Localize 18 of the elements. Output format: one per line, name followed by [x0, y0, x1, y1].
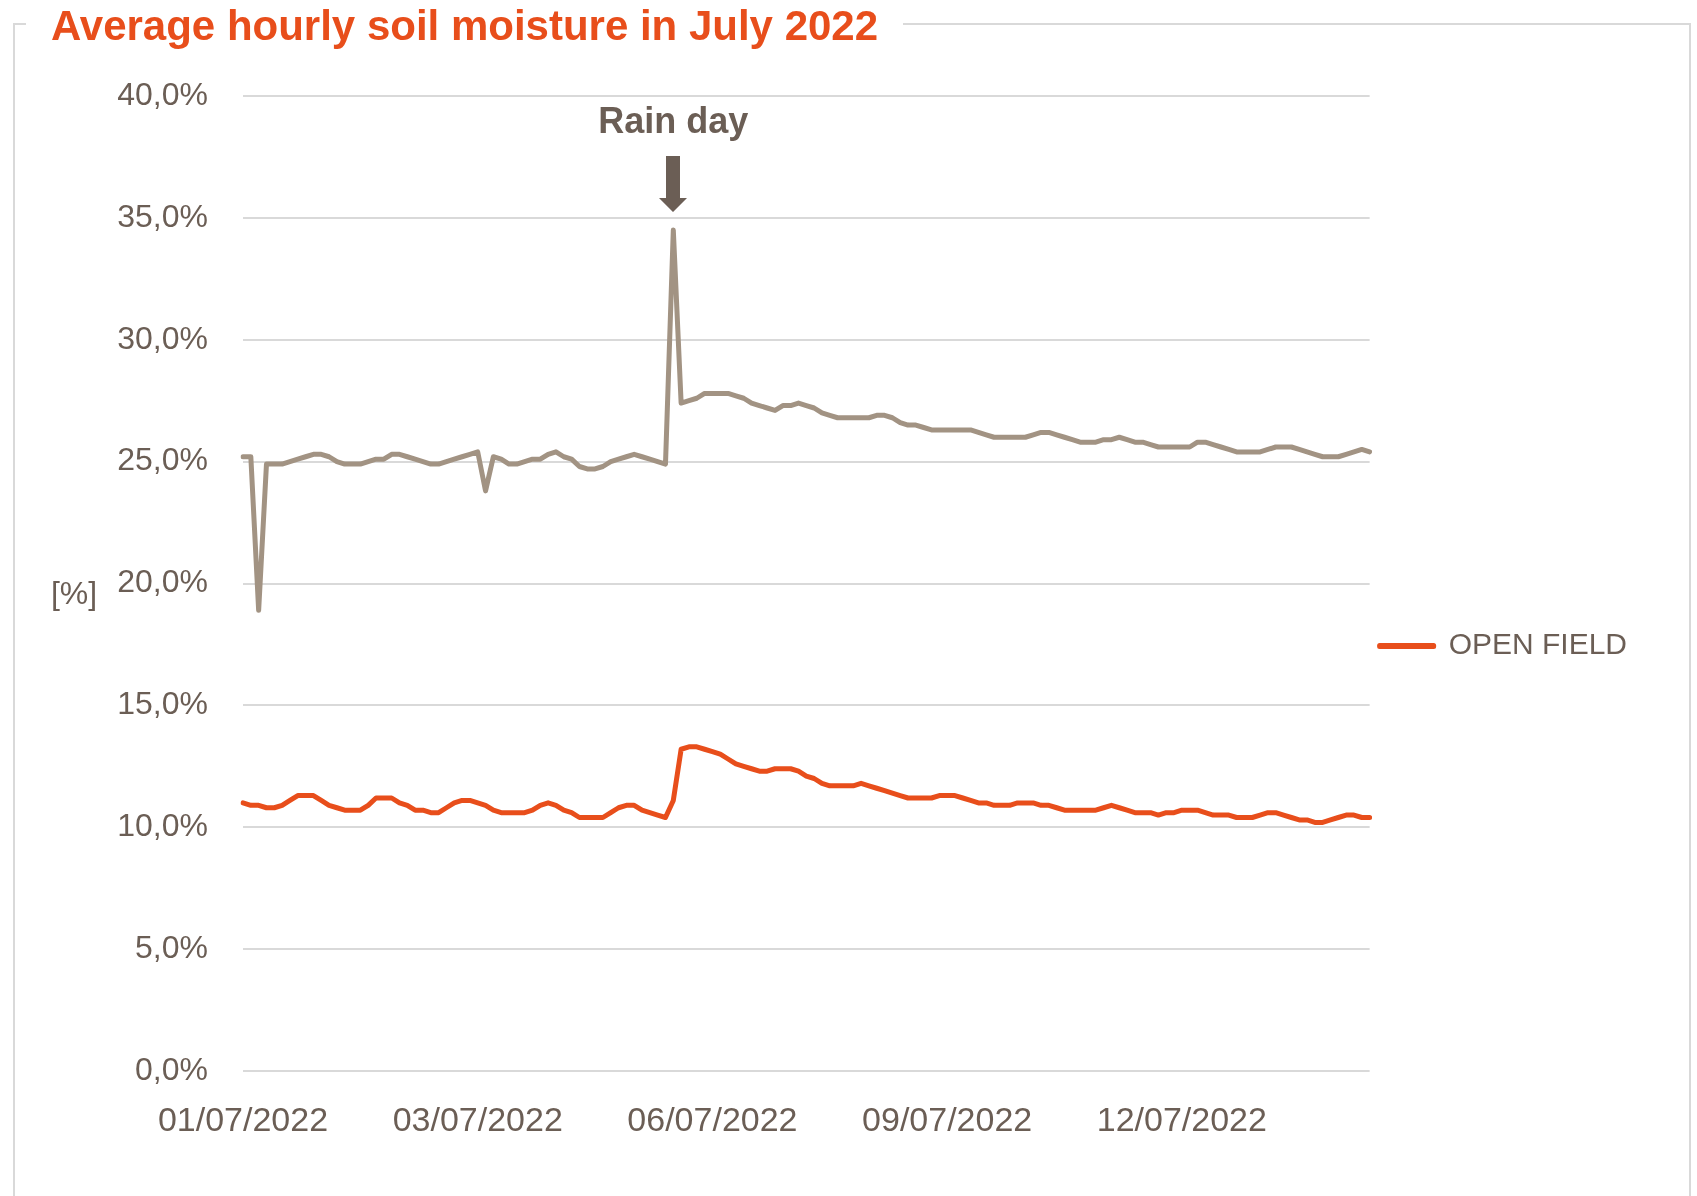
annotation: Rain day	[598, 100, 749, 142]
x-tick-label: 06/07/2022	[627, 1099, 798, 1138]
x-tick-label: 01/07/2022	[157, 1099, 329, 1138]
x-tick-label: 09/07/2022	[862, 1099, 1033, 1138]
x-tick-label: 12/07/2022	[1096, 1099, 1267, 1138]
y-axis-title: [%]	[50, 575, 98, 612]
legend-label: OPEN FIELD	[1448, 627, 1627, 661]
y-tick-label: 5,0%	[135, 928, 208, 965]
y-tick-label: 25,0%	[117, 441, 208, 478]
y-tick-label: 20,0%	[117, 563, 208, 600]
y-tick-label: 40,0%	[117, 75, 208, 112]
y-tick-label: 35,0%	[117, 197, 208, 234]
y-tick-label: 10,0%	[117, 807, 208, 844]
y-tick-label: 0,0%	[135, 1050, 208, 1087]
y-tick-label: 30,0%	[117, 319, 208, 356]
x-tick-label: 03/07/2022	[392, 1099, 563, 1138]
chart-title: Average hourly soil moisture in July 2022	[26, 2, 904, 50]
y-tick-label: 15,0%	[117, 685, 208, 722]
